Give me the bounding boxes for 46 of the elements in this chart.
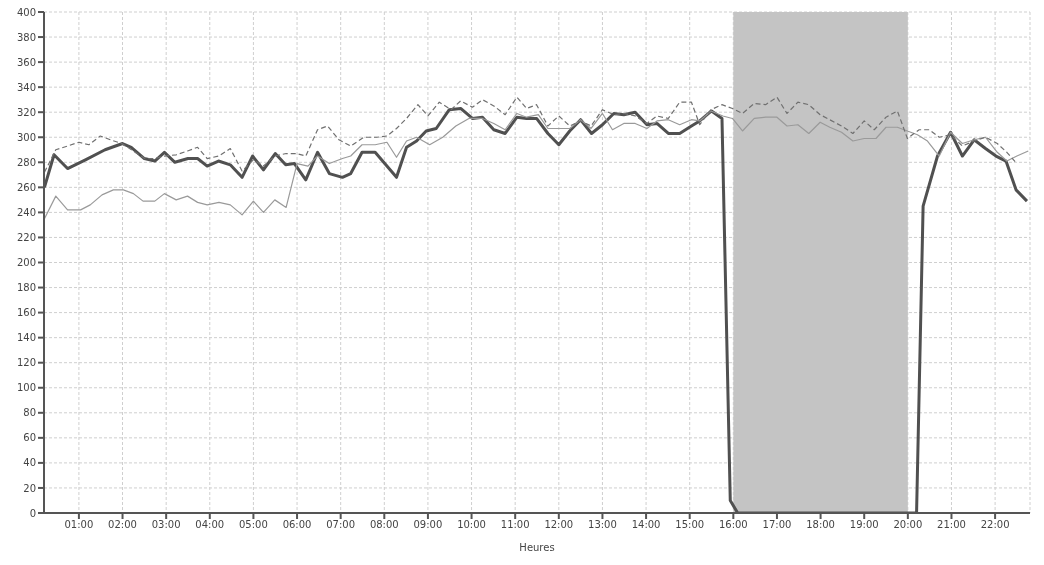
x-tick-label: 12:00 [544,519,574,531]
y-tick-label: 160 [16,307,36,319]
x-tick-label: 02:00 [108,519,137,531]
x-tick-label: 18:00 [806,519,835,531]
y-tick-label: 180 [16,282,36,294]
x-tick-label: 03:00 [151,519,181,531]
y-tick-label: 200 [16,257,36,269]
x-tick-label: 10:00 [457,519,486,531]
x-tick-label: 04:00 [195,519,225,531]
y-tick-label: 280 [16,156,36,168]
y-tick-label: 140 [16,332,36,344]
x-tick-label: 19:00 [849,519,879,531]
line-series [44,110,1029,220]
y-tick-label: 400 [16,6,36,18]
x-tick-label: 16:00 [718,519,748,531]
y-tick-label: 220 [16,232,36,243]
x-tick-label: 08:00 [369,519,399,531]
x-tick-label: 05:00 [239,519,268,531]
line-series [44,96,1018,173]
x-tick-label: 09:00 [413,519,443,531]
y-tick-label: 60 [23,432,36,444]
y-tick-label: 320 [16,106,36,118]
y-tick-label: 240 [16,206,36,218]
x-tick-label: 14:00 [631,519,661,531]
x-tick-label: 11:00 [500,519,530,531]
x-tick-label: 06:00 [282,519,312,531]
y-tick-label: 300 [16,131,36,143]
x-tick-label: 15:00 [675,519,705,531]
y-tick-label: 100 [16,382,36,394]
y-tick-label: 80 [23,407,36,419]
y-tick-label: 360 [16,56,36,68]
y-tick-label: 40 [23,457,36,469]
x-tick-label: 20:00 [893,519,923,531]
x-axis-title: Heures [519,542,555,553]
x-tick-label: 07:00 [326,519,356,531]
y-tick-label: 120 [16,357,36,369]
y-tick-label: 340 [16,81,36,93]
y-tick-label: 380 [16,31,36,43]
y-tick-label: 260 [16,181,36,193]
x-tick-label: 21:00 [937,519,966,531]
x-tick-label: 17:00 [762,519,792,531]
x-tick-label: 01:00 [64,519,94,531]
x-tick-label: 22:00 [980,519,1010,531]
y-tick-label: 0 [29,507,36,519]
y-tick-label: 20 [23,482,36,494]
x-tick-label: 13:00 [588,519,617,531]
